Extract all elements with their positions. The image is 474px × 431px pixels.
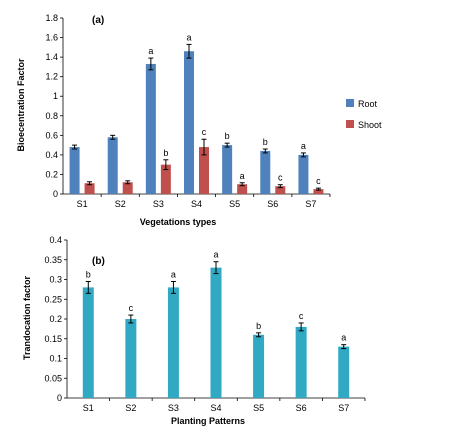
legend-label-shoot: Shoot bbox=[358, 120, 382, 130]
panel-b-significance-letter: c bbox=[129, 303, 134, 313]
panel-b-significance-letter: c bbox=[299, 311, 304, 321]
panel-a-x-tick-label: S7 bbox=[305, 199, 316, 209]
panel-b-significance-letter: a bbox=[213, 250, 218, 260]
panel-a-bar bbox=[260, 150, 271, 194]
panel-a-bar bbox=[237, 184, 248, 194]
panel-a-bar bbox=[122, 182, 133, 194]
chart-panel-b: (b) Trandocation factor Planting Pattern… bbox=[22, 235, 366, 426]
panel-a-bar bbox=[313, 189, 324, 194]
panel-a-bar bbox=[184, 51, 194, 194]
panel-a-bar bbox=[84, 183, 95, 194]
panel-b-y-tick-label: 0.3 bbox=[49, 275, 62, 285]
panel-a-significance-letter: c bbox=[202, 127, 207, 137]
panel-a-x-tick-label: S3 bbox=[153, 199, 164, 209]
panel-b-y-tick-label: 0.1 bbox=[49, 354, 62, 364]
panel-a-y-axis-label: Bioecentration Factor bbox=[16, 58, 26, 152]
panel-b-x-tick-label: S2 bbox=[125, 403, 136, 413]
panel-a-y-tick-label: 1.2 bbox=[45, 72, 58, 82]
panel-b-significance-letter: a bbox=[341, 333, 346, 343]
panel-a-y-tick-label: 0.6 bbox=[45, 130, 58, 140]
panel-a-x-axis-label: Vegetations types bbox=[140, 217, 217, 227]
panel-a-bar bbox=[69, 147, 80, 194]
panel-a-bar bbox=[222, 145, 233, 194]
panel-b-label: (b) bbox=[92, 256, 105, 267]
panel-a-significance-letter: b bbox=[225, 131, 230, 141]
legend-swatch-root bbox=[346, 99, 354, 107]
panel-a-x-tick-label: S2 bbox=[115, 199, 126, 209]
panel-a-y-tick-label: 0 bbox=[53, 189, 58, 199]
panel-b-x-tick-label: S1 bbox=[83, 403, 94, 413]
panel-a-bar bbox=[107, 137, 118, 194]
panel-a-y-tick-label: 1.4 bbox=[45, 52, 58, 62]
panel-a-y-tick-label: 1.6 bbox=[45, 33, 58, 43]
panel-a-legend: Root Shoot bbox=[346, 99, 382, 130]
panel-a-x-tick-label: S4 bbox=[191, 199, 202, 209]
legend-swatch-shoot bbox=[346, 120, 354, 128]
panel-a-significance-letter: b bbox=[263, 137, 268, 147]
panel-b-x-tick-label: S4 bbox=[210, 403, 221, 413]
panel-b-bar bbox=[338, 346, 350, 398]
panel-a-y-tick-label: 0.4 bbox=[45, 150, 58, 160]
panel-a-x-tick-label: S1 bbox=[77, 199, 88, 209]
panel-a-bar bbox=[160, 164, 171, 194]
legend-label-root: Root bbox=[358, 99, 378, 109]
panel-b-y-axis-label: Trandocation factor bbox=[22, 276, 32, 361]
panel-b-significance-letter: b bbox=[256, 321, 261, 331]
panel-b-x-axis-label: Planting Patterns bbox=[171, 416, 245, 426]
panel-b-bar bbox=[253, 334, 265, 398]
panel-a-y-tick-label: 1 bbox=[53, 91, 58, 101]
panel-a-bar bbox=[298, 154, 309, 194]
panel-b-y-tick-label: 0.4 bbox=[49, 235, 62, 245]
panel-a-x-tick-label: S6 bbox=[267, 199, 278, 209]
panel-a-y-tick-label: 0.8 bbox=[45, 111, 58, 121]
panel-a-bar bbox=[199, 147, 209, 194]
panel-b-x-tick-label: S7 bbox=[338, 403, 349, 413]
panel-b-x-tick-label: S6 bbox=[296, 403, 307, 413]
panel-a-y-tick-label: 0.2 bbox=[45, 169, 58, 179]
panel-b-bar bbox=[125, 319, 137, 398]
panel-b-x-tick-label: S3 bbox=[168, 403, 179, 413]
panel-b-significance-letter: b bbox=[86, 269, 91, 279]
panel-a-significance-letter: b bbox=[163, 148, 168, 158]
panel-a-significance-letter: a bbox=[186, 32, 191, 42]
chart-panel-a: (a) Bioecentration Factor Vegetations ty… bbox=[16, 13, 382, 227]
panel-b-y-tick-label: 0.2 bbox=[49, 314, 62, 324]
panel-b-y-tick-label: 0.05 bbox=[44, 373, 62, 383]
panel-b-significance-letter: a bbox=[171, 269, 176, 279]
panel-b-bar bbox=[295, 326, 307, 398]
panel-a-label: (a) bbox=[92, 15, 104, 26]
panel-a-x-tick-label: S5 bbox=[229, 199, 240, 209]
panel-a-significance-letter: a bbox=[148, 46, 153, 56]
panel-a-significance-letter: c bbox=[316, 176, 321, 186]
panel-a-significance-letter: a bbox=[301, 141, 306, 151]
panel-a-significance-letter: a bbox=[240, 171, 245, 181]
panel-a-y-tick-label: 1.8 bbox=[45, 13, 58, 23]
panel-b-bar bbox=[167, 287, 179, 398]
panel-b-y-tick-label: 0.35 bbox=[44, 255, 62, 265]
panel-b-x-tick-label: S5 bbox=[253, 403, 264, 413]
panel-a-significance-letter: c bbox=[278, 173, 283, 183]
panel-b-y-tick-label: 0 bbox=[57, 393, 62, 403]
panel-b-bar bbox=[82, 287, 94, 398]
panel-b-y-tick-label: 0.25 bbox=[44, 294, 62, 304]
panel-a-bar bbox=[145, 63, 156, 195]
panel-b-y-tick-label: 0.15 bbox=[44, 334, 62, 344]
panel-a-bar bbox=[275, 186, 286, 194]
panel-b-bar bbox=[210, 267, 222, 398]
